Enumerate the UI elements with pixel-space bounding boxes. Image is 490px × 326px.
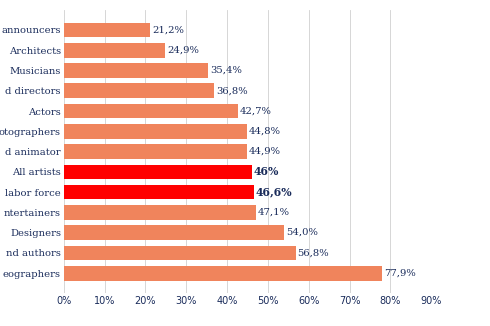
Bar (64, 185, 254, 200)
Text: 44,8%: 44,8% (249, 127, 281, 136)
Text: 42,7%: 42,7% (240, 107, 272, 115)
Bar (64, 205, 256, 220)
Bar (64, 266, 382, 280)
Text: 36,8%: 36,8% (216, 86, 247, 95)
Bar (64, 246, 295, 260)
Bar (64, 144, 247, 159)
Text: 44,9%: 44,9% (249, 147, 281, 156)
Bar (64, 225, 284, 240)
Text: 56,8%: 56,8% (297, 248, 329, 258)
Bar (64, 63, 208, 78)
Bar (64, 165, 251, 179)
Bar (64, 124, 246, 139)
Text: 35,4%: 35,4% (210, 66, 242, 75)
Bar (64, 23, 150, 37)
Bar (64, 43, 166, 57)
Bar (64, 83, 214, 98)
Text: 54,0%: 54,0% (286, 228, 318, 237)
Text: 24,9%: 24,9% (168, 46, 199, 55)
Text: 21,2%: 21,2% (152, 25, 184, 35)
Text: 46,6%: 46,6% (256, 186, 293, 198)
Text: 46%: 46% (254, 166, 279, 177)
Text: 77,9%: 77,9% (384, 269, 416, 278)
Bar (64, 104, 238, 118)
Text: 47,1%: 47,1% (258, 208, 290, 217)
